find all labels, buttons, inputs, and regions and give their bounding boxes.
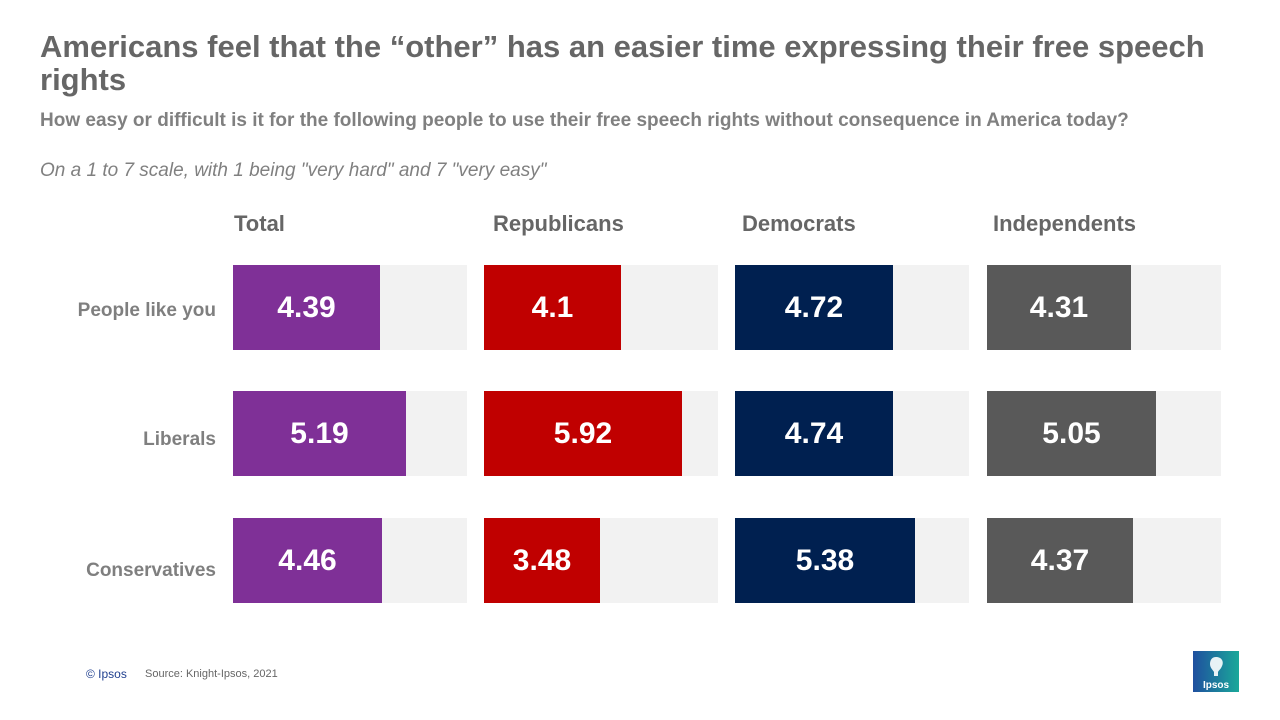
bar-track: 4.74 [735,391,969,476]
row-label-conservatives: Conservatives [86,560,216,581]
bar-track: 5.05 [987,391,1221,476]
bar-independents [987,518,1133,603]
column-header-total: Total [234,211,285,236]
bar-track: 4.37 [987,518,1221,603]
bar-republicans [484,265,621,350]
column-header-independents: Independents [993,211,1137,236]
bar-track: 4.1 [484,265,718,350]
row-label-liberals: Liberals [143,429,216,450]
bar-republicans [484,518,600,603]
bar-value-label: 4.39 [277,291,336,324]
bar-track: 3.48 [484,518,718,603]
source-note: Source: Knight-Ipsos, 2021 [145,668,278,680]
bar-track: 4.31 [987,265,1221,350]
bar-value-label: 4.74 [784,417,844,450]
bar-track: 4.72 [735,265,969,350]
bar-independents [987,265,1131,350]
bar-value-label: 4.37 [1030,544,1090,577]
column-header-republicans: Republicans [493,211,624,236]
bar-value-label: 4.72 [784,291,844,324]
bar-democrats [735,391,893,476]
bar-republicans [484,391,682,476]
bar-value-label: 4.31 [1029,291,1089,324]
bar-democrats [735,518,915,603]
bar-track: 5.19 [233,391,467,476]
copyright: © Ipsos [86,667,127,681]
ipsos-logo: Ipsos [1193,651,1239,692]
bar-value-label: 5.38 [795,544,855,577]
bar-track: 5.38 [735,518,969,603]
bar-value-label: 5.05 [1042,417,1101,450]
question-text: How easy or difficult is it for the foll… [40,110,1129,131]
bar-value-label: 3.48 [512,544,572,577]
bar-democrats [735,265,893,350]
slide-title: Americans feel that the “other” has an e… [40,29,1205,97]
column-header-democrats: Democrats [742,211,856,236]
bar-total [233,518,382,603]
bar-value-label: 4.1 [531,291,574,324]
row-label-people-like-you: People like you [77,300,216,321]
scale-note: On a 1 to 7 scale, with 1 being "very ha… [40,160,547,181]
bar-track: 4.39 [233,265,467,350]
bar-track: 4.46 [233,518,467,603]
logo-text: Ipsos [1203,680,1230,691]
bar-total [233,265,380,350]
bar-value-label: 4.46 [278,544,337,577]
bar-value-label: 5.92 [553,417,613,450]
bar-value-label: 5.19 [290,417,349,450]
bar-track: 5.92 [484,391,718,476]
bar-independents [987,391,1156,476]
bar-total [233,391,406,476]
